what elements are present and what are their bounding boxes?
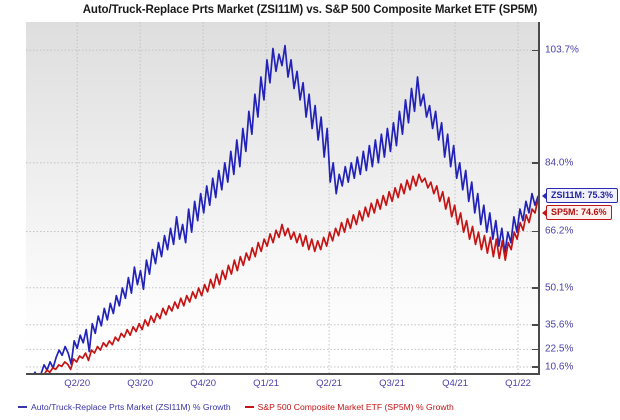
series-line-sp5m — [39, 173, 538, 374]
chart-legend: Auto/Truck-Replace Prts Market (ZSI11M) … — [18, 402, 454, 412]
legend-item-0: Auto/Truck-Replace Prts Market (ZSI11M) … — [18, 402, 231, 412]
y-tick-mark — [532, 348, 539, 351]
y-tick-mark — [532, 162, 539, 164]
x-axis-label: Q4/20 — [190, 378, 217, 389]
callout-blue-label: ZSI11M: 75.3% — [551, 190, 614, 201]
gridlines — [26, 22, 538, 374]
y-tick-mark — [532, 49, 539, 52]
y-axis-label: 22.5% — [545, 343, 574, 355]
callout-notch-blue — [542, 191, 547, 200]
x-axis-label: Q3/20 — [127, 378, 154, 389]
legend-item-1: S&P 500 Composite Market ETF (SP5M) % Gr… — [244, 402, 454, 412]
x-axis-label: Q3/21 — [379, 378, 406, 389]
plot-area — [26, 22, 538, 374]
x-axis-label: Q4/21 — [442, 378, 468, 389]
x-axis-label: Q1/22 — [505, 378, 531, 389]
y-axis-label: 66.2% — [545, 225, 574, 237]
y-tick-mark — [532, 287, 539, 289]
y-axis-label: 35.6% — [545, 319, 574, 331]
x-axis-label: Q2/20 — [64, 378, 91, 389]
legend-label: S&P 500 Composite Market ETF (SP5M) % Gr… — [257, 402, 454, 412]
legend-dash-icon — [18, 405, 27, 409]
y-axis-line — [538, 22, 540, 374]
plot-background — [26, 22, 538, 374]
series-lines — [33, 44, 538, 374]
y-axis-label: 103.7% — [545, 44, 579, 56]
callout-red-label: SP5M: 74.6% — [551, 207, 607, 218]
callout-zsi11m: ZSI11M: 75.3% — [542, 188, 619, 204]
legend-label: Auto/Truck-Replace Prts Market (ZSI11M) … — [31, 402, 231, 412]
x-axis-label: Q1/21 — [253, 378, 280, 389]
callout-sp5m: SP5M: 74.6% — [542, 205, 612, 221]
y-axis-label: 84.0% — [545, 157, 574, 169]
chart-title: Auto/Truck-Replace Prts Market (ZSI11M) … — [82, 4, 538, 16]
x-axis-label: Q2/21 — [316, 378, 343, 389]
y-tick-mark — [532, 324, 539, 326]
y-axis-label: 10.6% — [545, 361, 574, 373]
y-tick-mark — [532, 366, 539, 368]
y-tick-mark — [532, 230, 539, 233]
x-axis-line — [26, 373, 540, 375]
legend-dash-icon — [244, 405, 254, 409]
callout-notch-red — [542, 208, 547, 217]
series-line-zsi11m — [33, 44, 538, 374]
y-axis-label: 50.1% — [545, 282, 574, 294]
